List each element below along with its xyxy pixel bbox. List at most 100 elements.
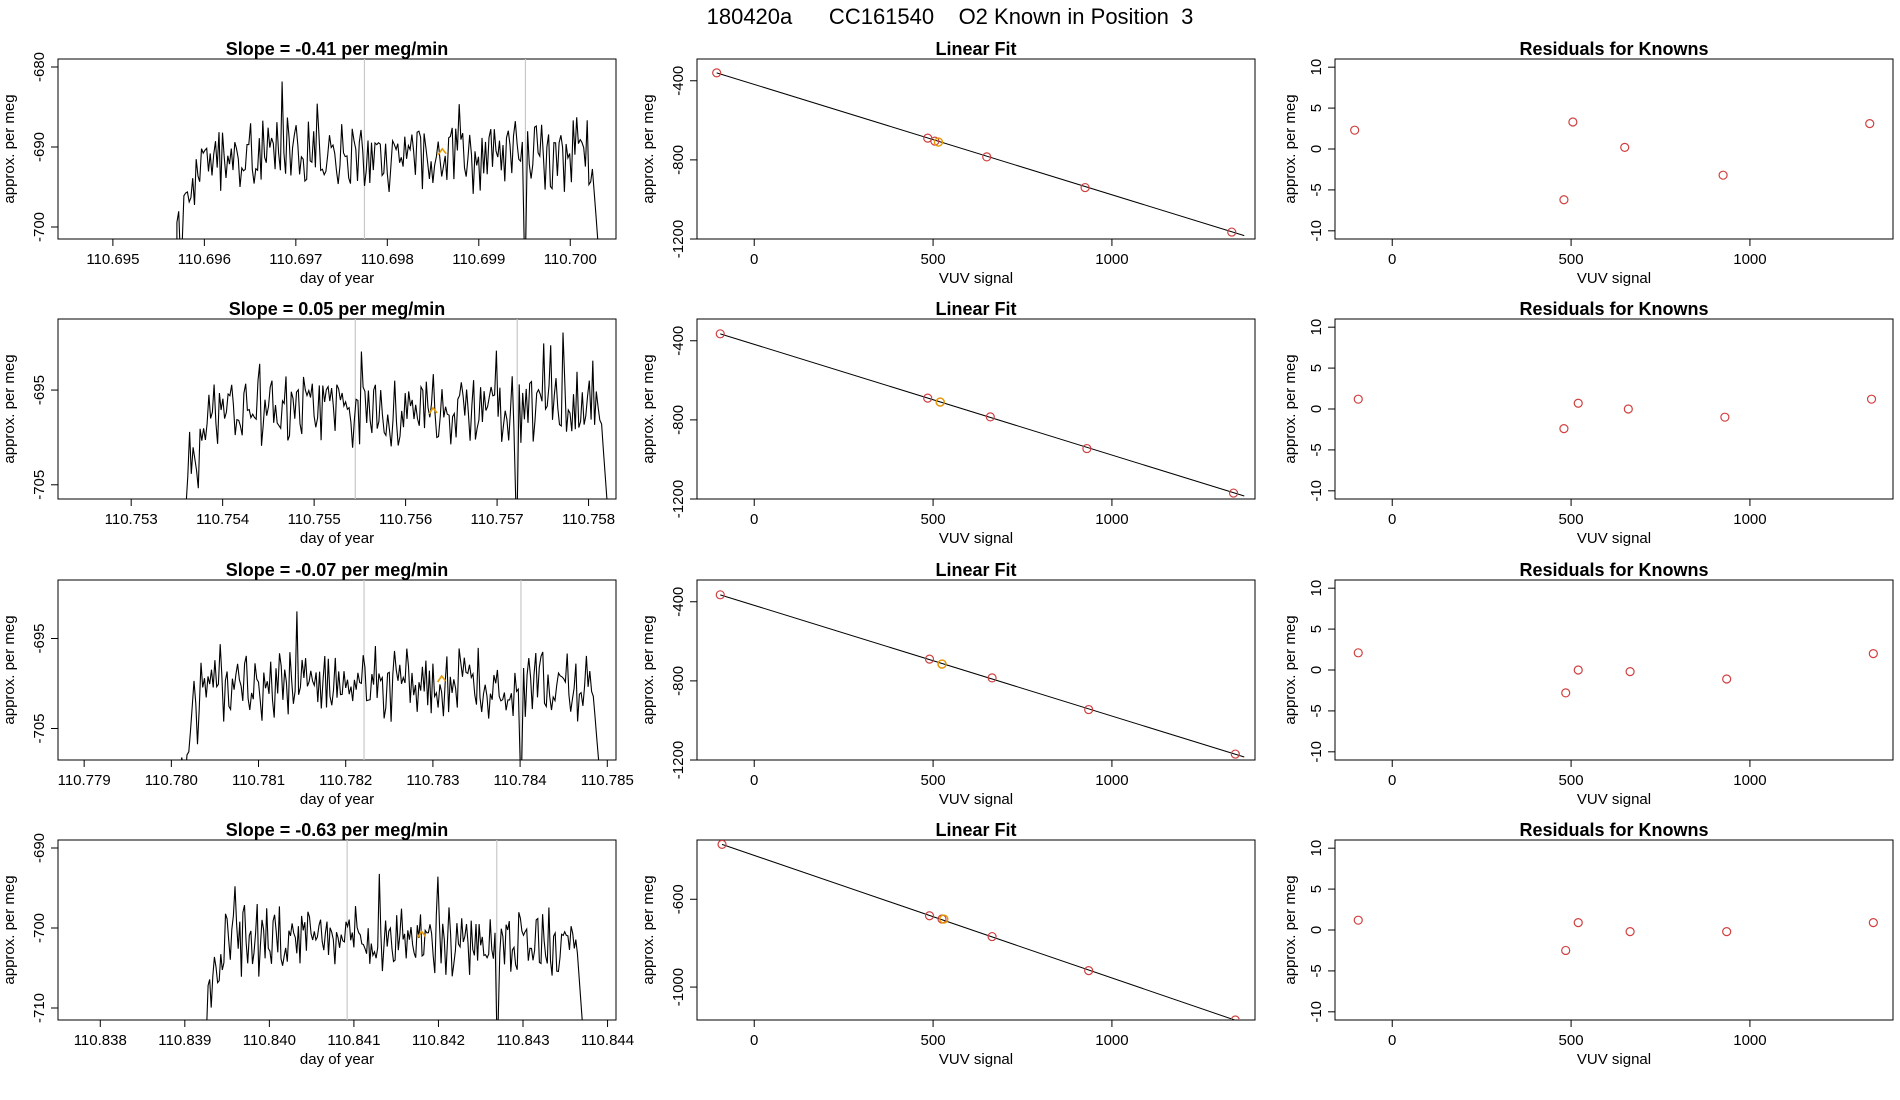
highlight-point (933, 137, 944, 147)
y-tick-label: 5 (1308, 885, 1325, 893)
plot-title: Linear Fit (935, 820, 1016, 840)
panel-time-1: Slope = 0.05 per meg/min 110.753 110.754 11… (1, 299, 617, 547)
residual-point (1559, 195, 1569, 205)
residual-point (1722, 927, 1732, 937)
x-axis-label: day of year (300, 530, 374, 547)
y-tick-label: -10 (1308, 220, 1325, 242)
y-axis-label: approx. per meg (1, 94, 18, 203)
x-axis-label: VUV signal (1577, 270, 1651, 287)
x-tick-label: 500 (921, 1032, 946, 1049)
y-axis-label: approx. per meg (1, 615, 18, 724)
residual-point (1868, 918, 1878, 928)
residual-point (1573, 918, 1583, 928)
x-tick-label: 1000 (1095, 1032, 1128, 1049)
plot-area (715, 590, 1245, 759)
x-tick-label: 110.841 (327, 1032, 380, 1049)
data-point (923, 393, 933, 403)
plot-area (717, 840, 1240, 1020)
plot-title: Residuals for Knowns (1519, 299, 1708, 319)
x-tick-label: 500 (921, 251, 946, 268)
highlight-point (935, 397, 945, 407)
signal-trace (58, 81, 599, 239)
y-tick-label: -10 (1308, 480, 1325, 502)
y-tick-label: -690 (31, 833, 48, 863)
x-tick-label: 110.838 (74, 1032, 127, 1049)
x-tick-label: 1000 (1733, 511, 1766, 528)
y-tick-label: -400 (670, 587, 687, 617)
x-tick-label: 110.785 (581, 772, 634, 789)
y-tick-label: 0 (1308, 666, 1325, 674)
x-tick-label: 110.842 (412, 1032, 465, 1049)
residual-point (1623, 404, 1633, 414)
y-tick-label: -700 (31, 913, 48, 943)
x-tick-label: 1000 (1095, 251, 1128, 268)
fit-line (720, 594, 1245, 758)
plot-area (180, 580, 600, 760)
x-tick-label: 110.844 (581, 1032, 634, 1049)
panel-resid-0: Residuals for Knowns 0 500 1000 VUV signal 10… (1282, 39, 1894, 287)
residual-point (1625, 667, 1635, 677)
y-tick-label: -1200 (670, 480, 687, 518)
x-axis-label: day of year (300, 1051, 374, 1068)
plot-title: Slope = 0.05 per meg/min (229, 299, 446, 319)
y-tick-label: 10 (1308, 580, 1325, 597)
y-tick-label: -5 (1308, 183, 1325, 196)
page-title: 180420a CC161540 O2 Known in Position 3 (706, 4, 1194, 29)
x-tick-label: 110.697 (269, 251, 322, 268)
residual-point (1573, 665, 1583, 675)
plot-title: Residuals for Knowns (1519, 560, 1708, 580)
x-tick-label: 110.843 (496, 1032, 549, 1049)
x-axis-label: VUV signal (1577, 530, 1651, 547)
panel-fit-2: Linear Fit 0 500 1000 VUV signal -400 -800 -120… (640, 560, 1256, 808)
x-tick-label: 110.696 (178, 251, 231, 268)
plot-title: Residuals for Knowns (1519, 820, 1708, 840)
y-tick-label: 0 (1308, 405, 1325, 413)
plot-frame (1334, 58, 1894, 240)
data-point (1082, 443, 1092, 454)
x-tick-label: 110.754 (196, 511, 249, 528)
plot-title: Linear Fit (935, 560, 1016, 580)
x-tick-label: 110.783 (406, 772, 459, 789)
plot-frame (696, 58, 1256, 240)
residual-point (1718, 170, 1728, 180)
plot-title: Slope = -0.07 per meg/min (226, 560, 449, 580)
x-axis-label: VUV signal (939, 791, 1013, 808)
data-point (1228, 488, 1239, 498)
y-tick-label: 10 (1308, 319, 1325, 336)
y-tick-label: -5 (1308, 443, 1325, 456)
x-tick-label: 0 (750, 511, 758, 528)
plot-area (1353, 648, 1878, 698)
y-tick-label: -400 (670, 66, 687, 96)
plot-area (712, 68, 1245, 237)
x-tick-label: 110.700 (544, 251, 597, 268)
x-tick-label: 110.781 (232, 772, 285, 789)
residual-point (1722, 674, 1732, 684)
plot-area (1353, 915, 1878, 956)
data-point (1227, 227, 1237, 237)
x-tick-label: 500 (1559, 251, 1584, 268)
x-tick-label: 110.784 (494, 772, 547, 789)
y-tick-label: -5 (1308, 964, 1325, 977)
y-tick-label: -695 (31, 623, 48, 653)
x-tick-label: 500 (1559, 511, 1584, 528)
panel-resid-3: Residuals for Knowns 0 500 1000 VUV signal 10… (1282, 820, 1894, 1068)
y-tick-label: 0 (1308, 145, 1325, 153)
plot-frame (57, 318, 617, 500)
data-point (924, 911, 935, 921)
highlight-point (939, 914, 949, 924)
y-tick-label: 10 (1308, 59, 1325, 76)
x-tick-label: 0 (750, 772, 758, 789)
y-tick-label: -705 (31, 713, 48, 743)
highlight-segment (416, 930, 427, 938)
x-tick-label: 110.779 (58, 772, 111, 789)
x-tick-label: 110.755 (288, 511, 341, 528)
y-tick-label: -680 (31, 52, 48, 82)
data-point (712, 68, 722, 78)
y-tick-label: 10 (1308, 840, 1325, 857)
plot-title: Residuals for Knowns (1519, 39, 1708, 59)
x-tick-label: 1000 (1733, 772, 1766, 789)
y-tick-label: -5 (1308, 704, 1325, 717)
y-tick-label: -1000 (670, 968, 687, 1006)
plot-area (58, 59, 599, 239)
